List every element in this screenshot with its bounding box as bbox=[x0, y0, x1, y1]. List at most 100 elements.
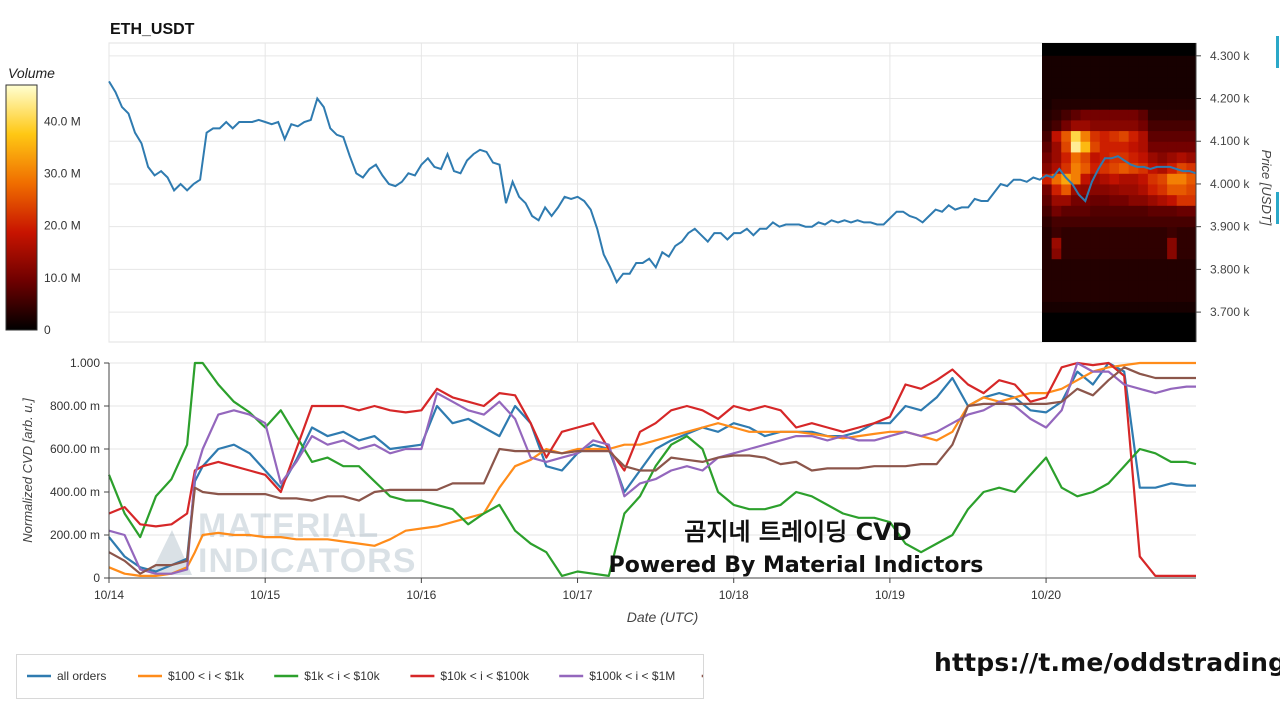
heatmap-cell bbox=[1147, 109, 1158, 121]
heatmap-cell bbox=[1176, 151, 1187, 164]
heatmap-cell bbox=[1042, 215, 1053, 228]
heatmap-cell bbox=[1070, 119, 1081, 132]
legend-item[interactable]: $1k < i < $10k bbox=[274, 669, 381, 683]
heatmap-cell bbox=[1109, 215, 1120, 228]
heatmap-cell bbox=[1070, 194, 1081, 206]
heatmap-cell bbox=[1090, 205, 1101, 217]
heatmap-cell bbox=[1070, 215, 1081, 228]
legend-label: $1k < i < $10k bbox=[304, 669, 380, 683]
telegram-link[interactable]: https://t.me/oddstrading2 bbox=[934, 648, 1280, 677]
heatmap-cell bbox=[1119, 162, 1130, 174]
heatmap-cell bbox=[1109, 183, 1120, 196]
heatmap-cell bbox=[1080, 280, 1091, 292]
heatmap-cell bbox=[1147, 280, 1158, 292]
heatmap-cell bbox=[1128, 98, 1139, 110]
heatmap-cell bbox=[1138, 248, 1149, 260]
price-plot-area bbox=[108, 42, 1197, 343]
heatmap-cell bbox=[1176, 269, 1187, 281]
heatmap-cell bbox=[1167, 248, 1178, 260]
heatmap-cell bbox=[1128, 151, 1139, 164]
heatmap-cell bbox=[1042, 119, 1053, 132]
heatmap-cell bbox=[1080, 215, 1091, 228]
heatmap-cell bbox=[1090, 151, 1101, 164]
heatmap-cell bbox=[1070, 248, 1081, 260]
heatmap-cell bbox=[1147, 119, 1158, 132]
heatmap-cell bbox=[1109, 205, 1120, 217]
heatmap-cell bbox=[1147, 194, 1158, 206]
heatmap-cell bbox=[1128, 226, 1139, 238]
heatmap-cell bbox=[1061, 119, 1072, 132]
heatmap-cell bbox=[1042, 226, 1053, 238]
heatmap-cell bbox=[1119, 226, 1130, 238]
heatmap-cell bbox=[1061, 66, 1072, 78]
heatmap-cell bbox=[1138, 183, 1149, 196]
legend-item[interactable]: $10k < i < $100k bbox=[410, 669, 530, 683]
heatmap-cell bbox=[1099, 141, 1110, 153]
heatmap-cell bbox=[1147, 151, 1158, 164]
colorbar-tick-label: 10.0 M bbox=[44, 271, 81, 285]
heatmap-cell bbox=[1119, 301, 1130, 313]
heatmap-cell bbox=[1157, 237, 1168, 249]
heatmap-cell bbox=[1042, 77, 1053, 89]
heatmap-cell bbox=[1051, 194, 1062, 206]
heatmap-cell bbox=[1061, 130, 1072, 142]
heatmap-cell bbox=[1128, 258, 1139, 270]
heatmap-cell bbox=[1119, 215, 1130, 228]
heatmap-cell bbox=[1090, 301, 1101, 313]
legend-item[interactable]: $100k < i < $1M bbox=[559, 669, 675, 683]
edge-marker bbox=[1276, 36, 1279, 68]
heatmap-cell bbox=[1128, 173, 1139, 185]
heatmap-cell bbox=[1138, 237, 1149, 249]
heatmap-cell bbox=[1167, 173, 1178, 185]
heatmap-cell bbox=[1042, 55, 1053, 67]
heatmap-cell bbox=[1157, 269, 1168, 281]
legend-item[interactable]: all orders bbox=[27, 669, 106, 683]
heatmap-cell bbox=[1080, 258, 1091, 270]
heatmap-cell bbox=[1176, 280, 1187, 292]
heatmap-cell bbox=[1147, 141, 1158, 153]
heatmap-cell bbox=[1061, 194, 1072, 206]
heatmap-cell bbox=[1138, 269, 1149, 281]
heatmap-cell bbox=[1061, 280, 1072, 292]
heatmap-cell bbox=[1061, 301, 1072, 313]
heatmap-cell bbox=[1186, 280, 1197, 292]
heatmap-cell bbox=[1090, 290, 1101, 302]
heatmap-cell bbox=[1061, 183, 1072, 196]
heatmap-cell bbox=[1138, 258, 1149, 270]
heatmap-cell bbox=[1109, 269, 1120, 281]
heatmap-cell bbox=[1042, 280, 1053, 292]
colorbar-title: Volume bbox=[8, 65, 55, 81]
price-tick-label: 4.200 k bbox=[1210, 92, 1250, 106]
heatmap-cell bbox=[1080, 301, 1091, 313]
legend-item[interactable]: $100 < i < $1k bbox=[138, 669, 245, 683]
heatmap-cell bbox=[1128, 194, 1139, 206]
heatmap-cell bbox=[1061, 215, 1072, 228]
heatmap-cell bbox=[1167, 151, 1178, 164]
heatmap-cell bbox=[1176, 98, 1187, 110]
heatmap-cell bbox=[1157, 215, 1168, 228]
heatmap-cell bbox=[1157, 183, 1168, 196]
heatmap-cell bbox=[1042, 194, 1053, 206]
heatmap-cell bbox=[1119, 237, 1130, 249]
heatmap-cell bbox=[1070, 77, 1081, 89]
heatmap-cell bbox=[1138, 77, 1149, 89]
heatmap-cell bbox=[1109, 162, 1120, 174]
x-tick-label: 10/16 bbox=[406, 588, 436, 602]
heatmap-cell bbox=[1051, 215, 1062, 228]
heatmap-cell bbox=[1061, 109, 1072, 121]
heatmap-cell bbox=[1080, 55, 1091, 67]
heatmap-cell bbox=[1167, 98, 1178, 110]
legend-item[interactable]: $1M < i < $10M bbox=[701, 669, 815, 683]
heatmap-cell bbox=[1119, 119, 1130, 132]
heatmap-cell bbox=[1109, 119, 1120, 132]
heatmap-cell bbox=[1080, 109, 1091, 121]
heatmap-cell bbox=[1167, 258, 1178, 270]
heatmap-cell bbox=[1176, 258, 1187, 270]
heatmap-cell bbox=[1157, 194, 1168, 206]
heatmap-cell bbox=[1061, 77, 1072, 89]
heatmap-cell bbox=[1176, 237, 1187, 249]
heatmap-cell bbox=[1186, 237, 1197, 249]
heatmap-cell bbox=[1051, 162, 1062, 174]
heatmap-cell bbox=[1167, 290, 1178, 302]
heatmap-cell bbox=[1109, 290, 1120, 302]
